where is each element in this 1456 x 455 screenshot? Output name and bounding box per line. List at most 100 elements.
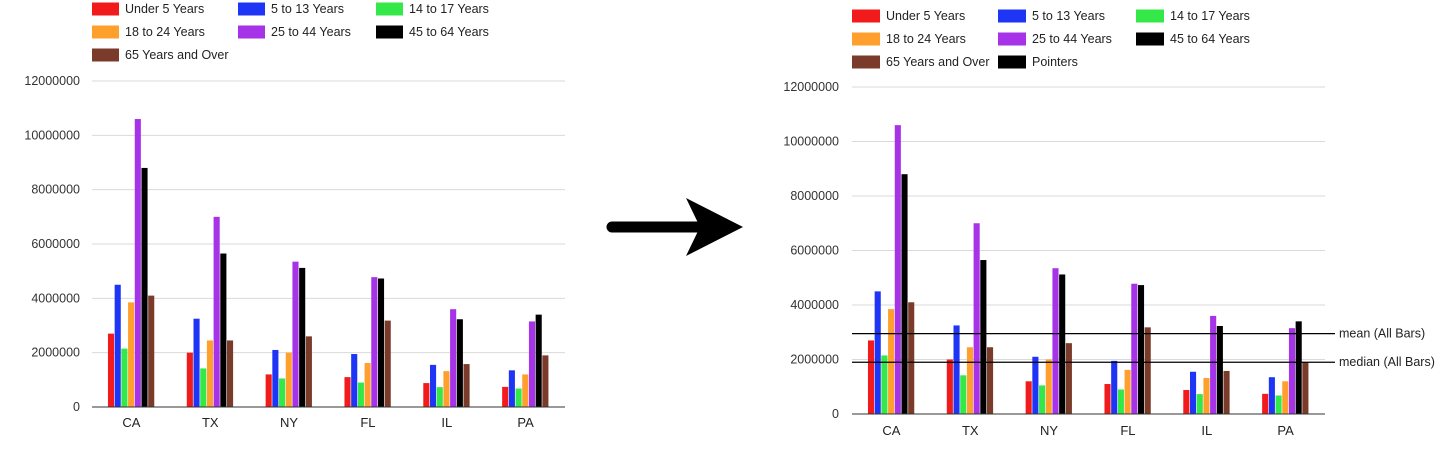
bar [502,386,509,407]
bar [299,267,306,407]
chart-after: Under 5 Years 5 to 13 Years 14 to 17 Years… [783,9,1435,438]
bar [867,340,875,414]
bar [1203,378,1210,414]
bar [292,261,299,407]
x-tick-label: PA [517,415,534,430]
bar [1025,381,1032,414]
bar [1183,390,1190,414]
bar [1288,328,1296,414]
legend-swatch [852,32,880,46]
legend-item: 25 to 44 Years [998,32,1112,46]
bar [1189,371,1197,414]
x-tick-label: TX [962,423,979,438]
legend-swatch [376,25,403,39]
bar [450,309,457,407]
legend-label: 25 to 44 Years [271,25,351,39]
transform-arrow-icon [606,198,743,256]
y-tick-label: 0 [832,407,839,421]
y-tick-label: 2000000 [31,346,80,360]
reference-line-label: median (All Bars) [1339,355,1435,369]
legend-swatch [998,55,1026,69]
legend-label: 5 to 13 Years [271,2,344,16]
x-tick-label: IL [1201,423,1212,438]
bar [953,325,960,414]
bar [121,348,128,407]
legend-swatch [92,48,119,62]
chart-before: Under 5 Years 5 to 13 Years 14 to 17 Years… [24,2,565,430]
legend-label: 65 Years and Over [886,55,990,69]
bar [436,387,443,407]
bar [1223,370,1230,414]
x-tick-label: CA [882,423,900,438]
y-tick-label: 4000000 [790,298,839,312]
legend-label: 45 to 64 Years [409,25,489,39]
bar [463,364,470,407]
bar [384,320,391,407]
legend-label: 14 to 17 Years [409,2,489,16]
legend-item: Under 5 Years [852,9,965,23]
y-tick-label: 2000000 [790,353,839,367]
legend-item: 5 to 13 Years [238,2,344,16]
bar [1275,395,1282,414]
x-tick-label: TX [202,415,219,430]
bar [901,174,908,414]
bar [357,382,364,407]
legend-swatch [1136,32,1164,46]
bar [1144,327,1151,414]
y-tick-label: 10000000 [783,135,839,149]
y-tick-label: 10000000 [24,128,80,142]
bar [227,340,234,407]
legend-label: 18 to 24 Years [125,25,205,39]
y-tick-label: 6000000 [790,244,839,258]
legend-item: 25 to 44 Years [238,25,351,39]
legend-swatch [238,2,265,16]
bar [1216,325,1223,414]
bar [141,167,148,407]
bar [186,352,193,407]
bar [946,359,953,414]
bar [443,371,450,407]
bar [1295,321,1302,414]
bar [1065,343,1072,414]
bar [305,336,312,407]
bar [1302,362,1309,414]
bar [206,340,214,407]
bar [1210,315,1217,414]
bar [894,125,901,415]
y-tick-label: 4000000 [31,291,80,305]
bar [1124,369,1131,414]
legend-item: 18 to 24 Years [852,32,966,46]
bar [1032,356,1039,414]
bar [522,374,529,407]
bar [371,277,378,407]
legend-label: 18 to 24 Years [886,32,966,46]
y-tick-label: 12000000 [24,74,80,88]
bar [874,291,881,414]
legend-label: 25 to 44 Years [1032,32,1112,46]
bar [908,302,915,414]
bar [429,364,437,407]
x-tick-label: FL [1120,423,1135,438]
bar [1104,384,1111,414]
x-tick-label: NY [280,415,298,430]
legend-item: 14 to 17 Years [1136,9,1250,23]
bar [1052,268,1059,414]
legend-item: 65 Years and Over [852,55,990,69]
bar [1282,381,1289,414]
bar [285,352,292,407]
bar [220,253,227,407]
legend: Under 5 Years 5 to 13 Years 14 to 17 Years… [852,9,1250,69]
x-tick-label: NY [1040,423,1058,438]
legend-item: 45 to 64 Years [1136,32,1250,46]
legend-swatch [238,25,265,39]
bar [1039,385,1046,414]
legend-item: 14 to 17 Years [376,2,489,16]
reference-line-label: mean (All Bars) [1339,327,1425,341]
legend-label: 14 to 17 Years [1170,9,1250,23]
bar [1131,283,1138,414]
legend-item: 5 to 13 Years [998,9,1105,23]
bar [1117,389,1124,414]
legend-item: Under 5 Years [92,2,204,16]
bar [987,347,994,414]
